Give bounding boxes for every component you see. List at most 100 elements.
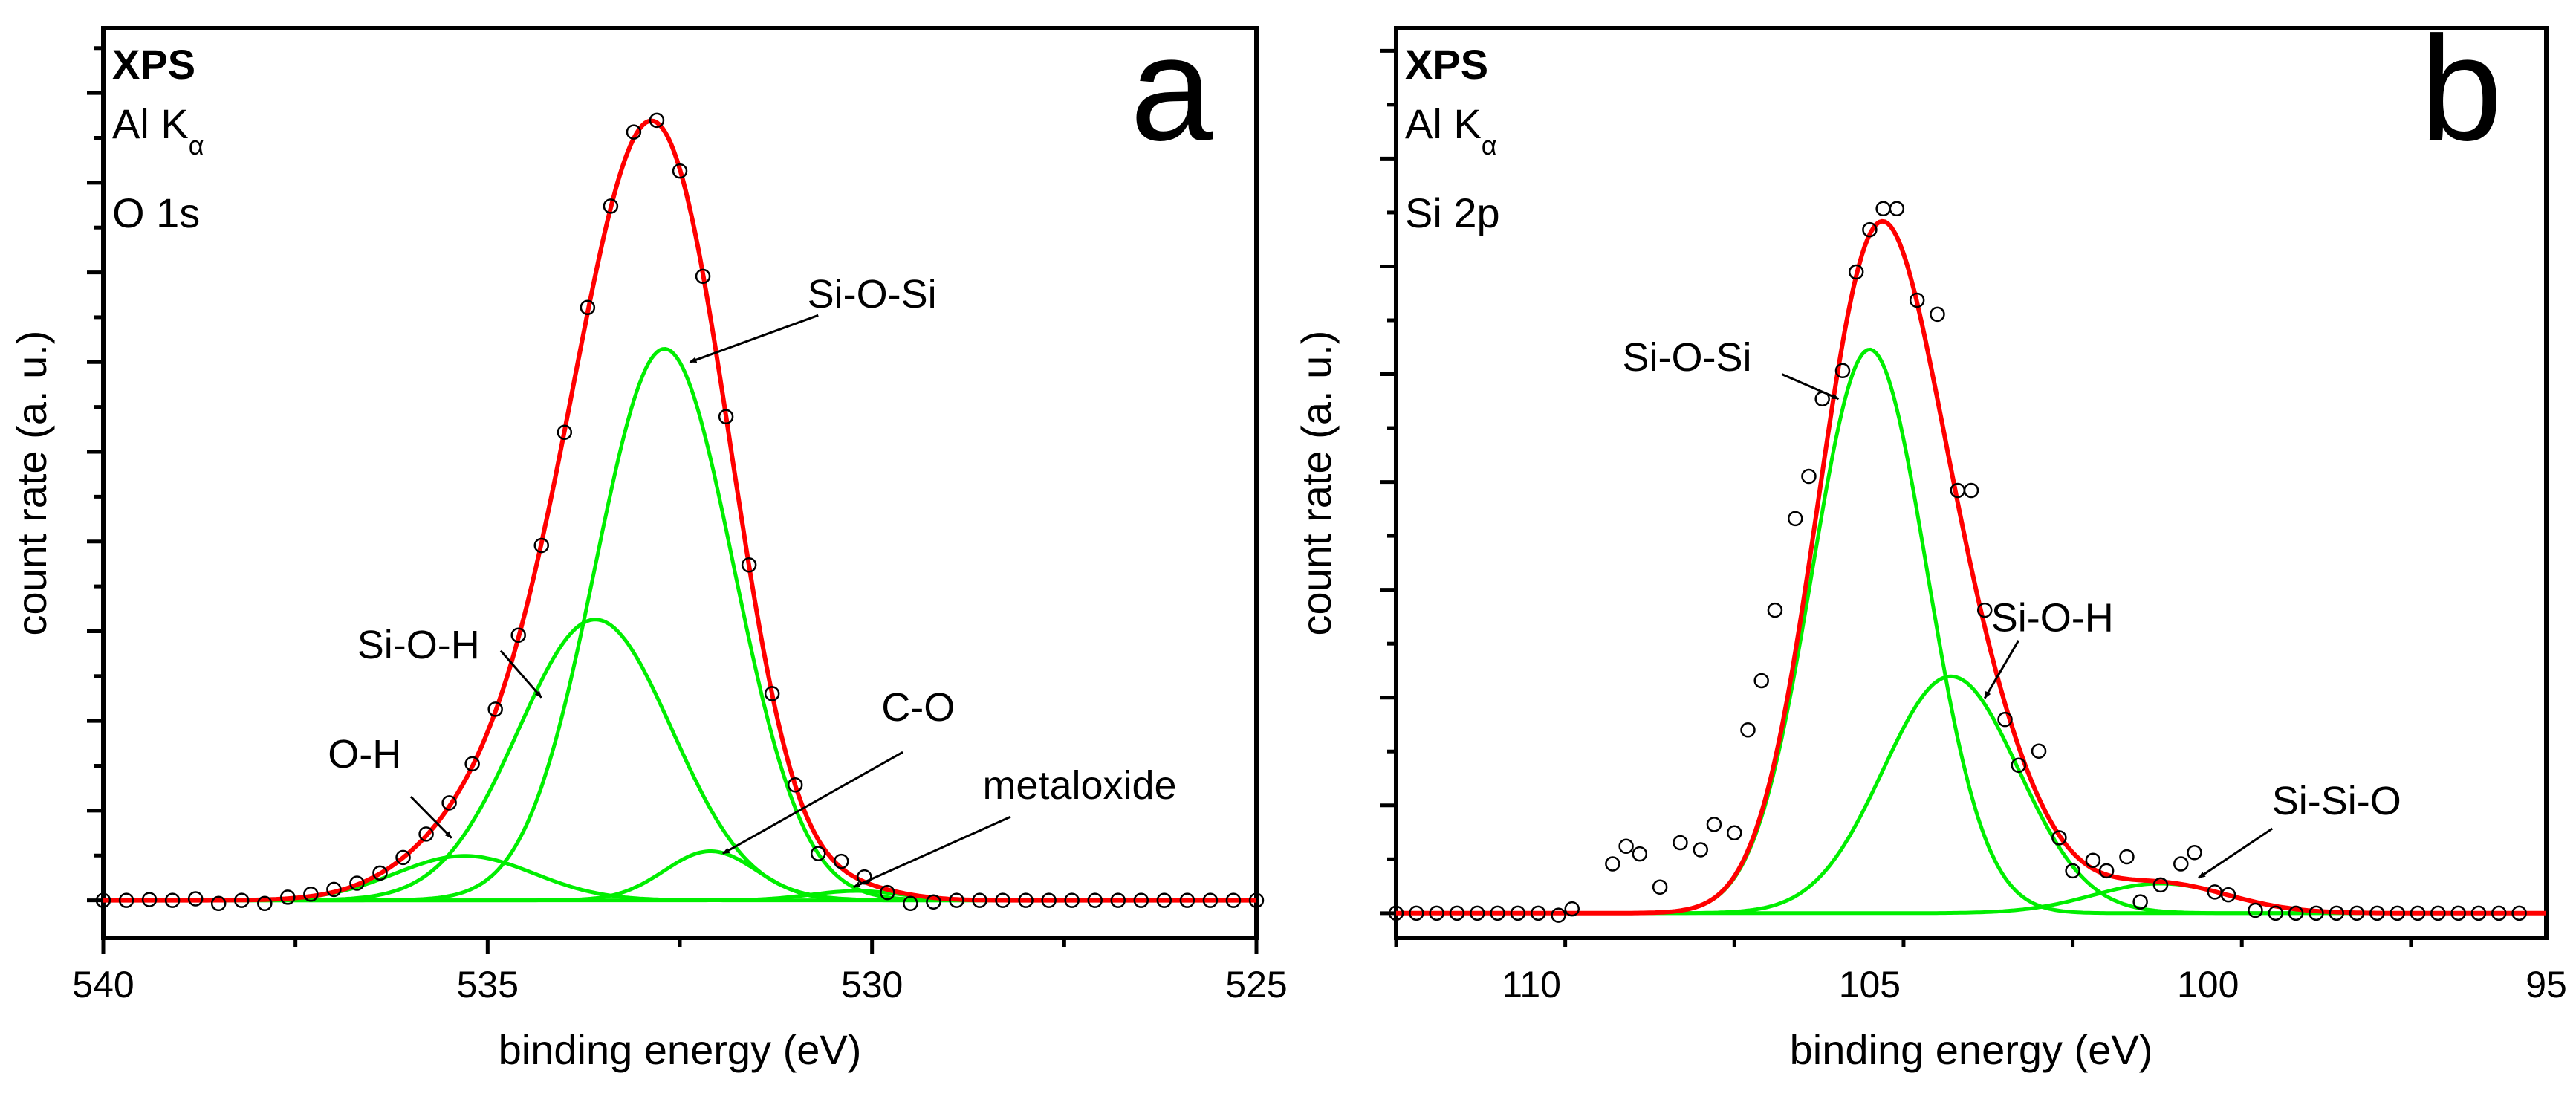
panel-a-o1s: 540 535 530 525 binding energy (eV) count rat… [8,6,1288,1073]
data-point [487,701,503,717]
x-tick-label: 525 [1225,964,1287,1005]
annotation-label: Si-O-H [357,623,480,667]
data-point [949,892,964,908]
data-point [118,892,134,908]
data-point [1652,879,1668,895]
data-point [141,892,158,907]
data-point [164,892,181,908]
data-point [1179,892,1195,908]
data-point [1693,842,1709,858]
source-subscript: α [1482,130,1497,161]
data-point [2248,902,2263,918]
data-point [1706,817,1722,832]
x-axis-label: binding energy (eV) [1790,1026,2153,1073]
data-point [2369,905,2385,921]
data-point [926,894,941,910]
data-point [2268,905,2284,921]
data-point [2119,849,2135,865]
component-curve-c-o [103,849,1256,903]
data-point [464,756,480,772]
x-tick-label: 530 [841,964,903,1005]
data-point [672,163,688,179]
data-point [2152,877,2169,893]
x-tick-label: 535 [457,964,519,1005]
data-point [1909,292,1925,308]
data-point [787,777,803,793]
data-point [395,849,411,866]
data-point [2410,905,2426,921]
data-point [303,886,319,902]
component-curve-si-o-h [103,618,1256,903]
data-point [1429,905,1444,921]
annotation-arrow [409,795,452,839]
data-point [280,889,296,905]
annotation-label: C-O [881,685,955,730]
fit-envelope-curve [103,118,1256,903]
data-point [2085,852,2101,868]
data-point [1225,892,1242,908]
method-label: XPS [112,41,195,88]
data-point [2011,757,2026,773]
data-point [880,884,895,901]
data-point [2065,863,2080,879]
panel-letter: a [1130,6,1213,172]
source-text: Al K [1405,100,1482,147]
data-point [1018,892,1034,908]
data-point [418,826,434,842]
data-point [1388,905,1404,921]
method-label: XPS [1405,41,1488,88]
data-point [1618,838,1634,854]
data-point [718,409,734,425]
x-tick-label: 105 [1839,964,1901,1005]
x-tick-label: 540 [72,964,134,1005]
component-curve-si-o-si [103,346,1256,903]
data-point [995,892,1010,908]
y-axis-label: count rate (a. u.) [1293,331,1340,636]
data-point [2288,905,2304,921]
data-point [1156,892,1172,908]
data-point [1889,201,1905,216]
data-point [510,627,526,643]
data-point [834,853,849,869]
data-point [1064,892,1080,908]
data-point [1449,905,1465,921]
data-point [1510,905,1526,921]
data-point [95,892,111,908]
data-point [580,299,596,316]
data-point [1490,905,1505,921]
data-point [1041,892,1057,908]
data-point [1862,221,1878,238]
data-point [372,865,388,881]
annotation-arrow [852,815,1011,889]
data-point [1997,711,2013,728]
source-label: Al Kα [1405,100,1497,161]
data-point [1875,201,1891,216]
data-point [2051,830,2067,846]
data-point [972,892,987,908]
data-point [210,895,227,912]
data-point [1930,306,1945,323]
data-point [557,424,573,441]
data-point [903,895,918,912]
source-subscript: α [189,130,204,161]
data-point [1605,856,1620,872]
data-point [233,892,250,908]
data-point [2491,905,2507,921]
source-label: Al Kα [112,100,204,161]
data-point [1632,846,1648,862]
panel-b-si2p: 110 105 100 95 binding energy (eV) count rate… [1293,6,2567,1073]
data-point [741,557,757,573]
x-tick-label: 100 [2177,964,2239,1005]
data-point [626,124,642,140]
data-point [1834,363,1851,379]
annotation-arrow [722,751,903,855]
data-point [2450,905,2466,921]
x-tick-label: 110 [1502,964,1561,1005]
y-axis-label: count rate (a. u.) [8,331,55,636]
data-point [2220,887,2236,903]
data-point [257,895,273,912]
data-point [326,881,342,898]
annotation-arrow [1983,640,2020,699]
data-point [441,795,457,811]
